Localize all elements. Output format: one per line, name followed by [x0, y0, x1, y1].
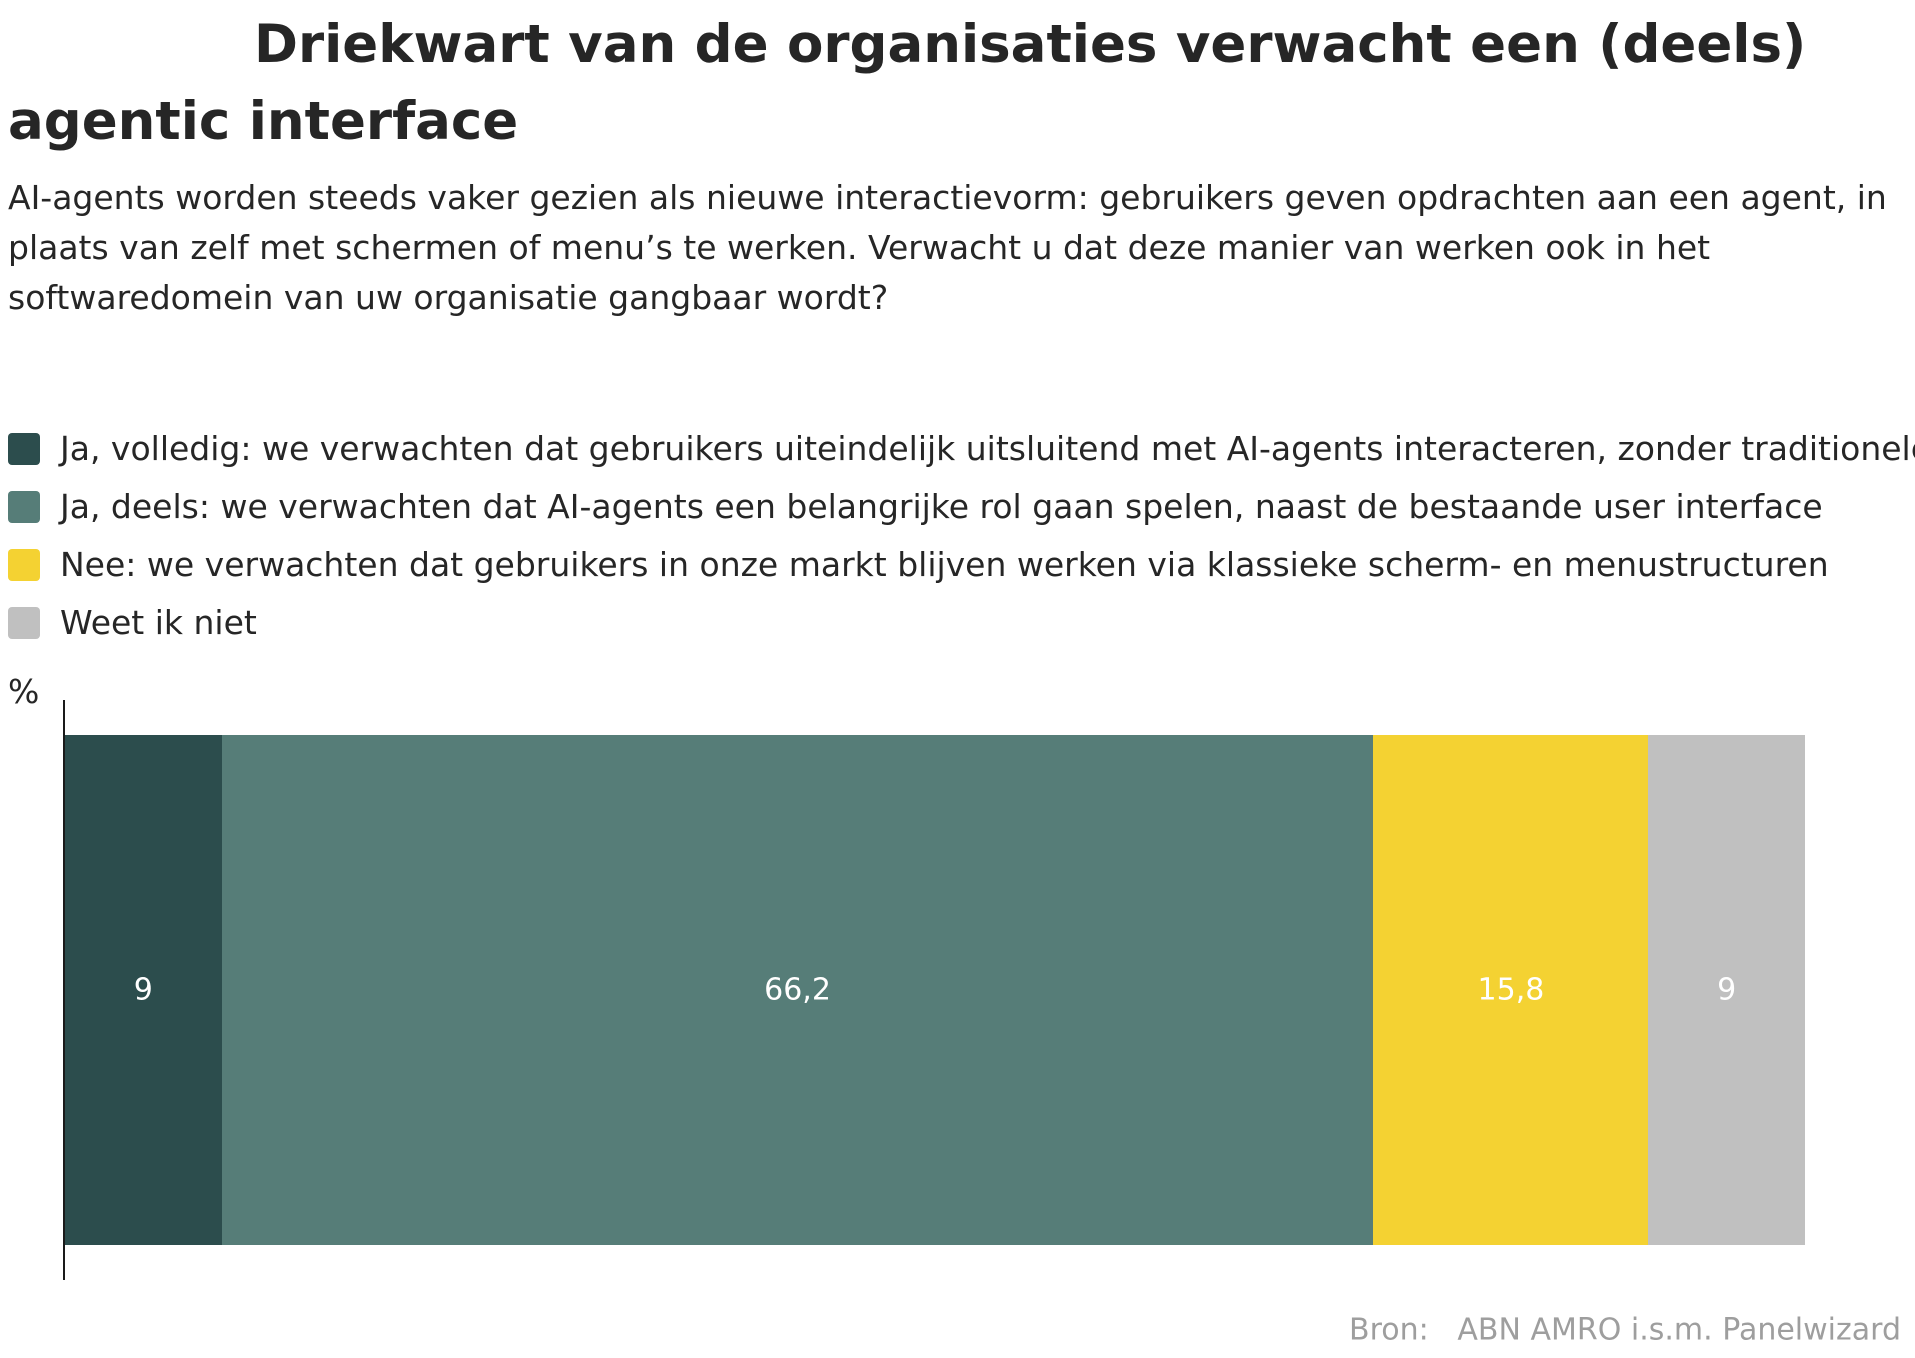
chart-legend: Ja, volledig: we verwachten dat gebruike… — [8, 420, 1915, 652]
unit-label: % — [8, 672, 40, 711]
bar-value-label: 15,8 — [1477, 972, 1545, 1008]
legend-swatch — [8, 607, 40, 639]
legend-label: Ja, deels: we verwachten dat AI-agents e… — [60, 487, 1823, 526]
legend-label: Weet ik niet — [60, 603, 257, 642]
bar-value-label: 9 — [133, 972, 153, 1008]
legend-swatch — [8, 433, 40, 465]
bar-segment — [1373, 735, 1649, 1245]
legend-swatch — [8, 491, 40, 523]
chart-subtitle: AI-agents worden steeds vaker gezien als… — [8, 178, 1887, 317]
legend-label: Nee: we verwachten dat gebruikers in onz… — [60, 545, 1829, 584]
bar-segment — [65, 735, 222, 1245]
source-text: ABN AMRO i.s.m. Panelwizard — [1457, 1312, 1901, 1348]
bar-segment — [221, 735, 1374, 1245]
source-label: Bron: — [1349, 1312, 1429, 1348]
legend-item: Weet ik niet — [8, 594, 1915, 652]
bar-value-label: 66,2 — [764, 972, 831, 1008]
y-axis-line — [63, 700, 65, 1280]
bar-segment — [1648, 735, 1805, 1245]
chart-title: Driekwart van de organisaties verwacht e… — [8, 14, 1807, 152]
source-note: Bron: ABN AMRO i.s.m. Panelwizard — [1349, 1313, 1901, 1348]
legend-swatch — [8, 549, 40, 581]
bar-value-label: 9 — [1717, 972, 1737, 1008]
legend-item: Nee: we verwachten dat gebruikers in onz… — [8, 536, 1915, 594]
legend-item: Ja, volledig: we verwachten dat gebruike… — [8, 420, 1915, 478]
legend-item: Ja, deels: we verwachten dat AI-agents e… — [8, 478, 1915, 536]
legend-label: Ja, volledig: we verwachten dat gebruike… — [60, 429, 1915, 468]
